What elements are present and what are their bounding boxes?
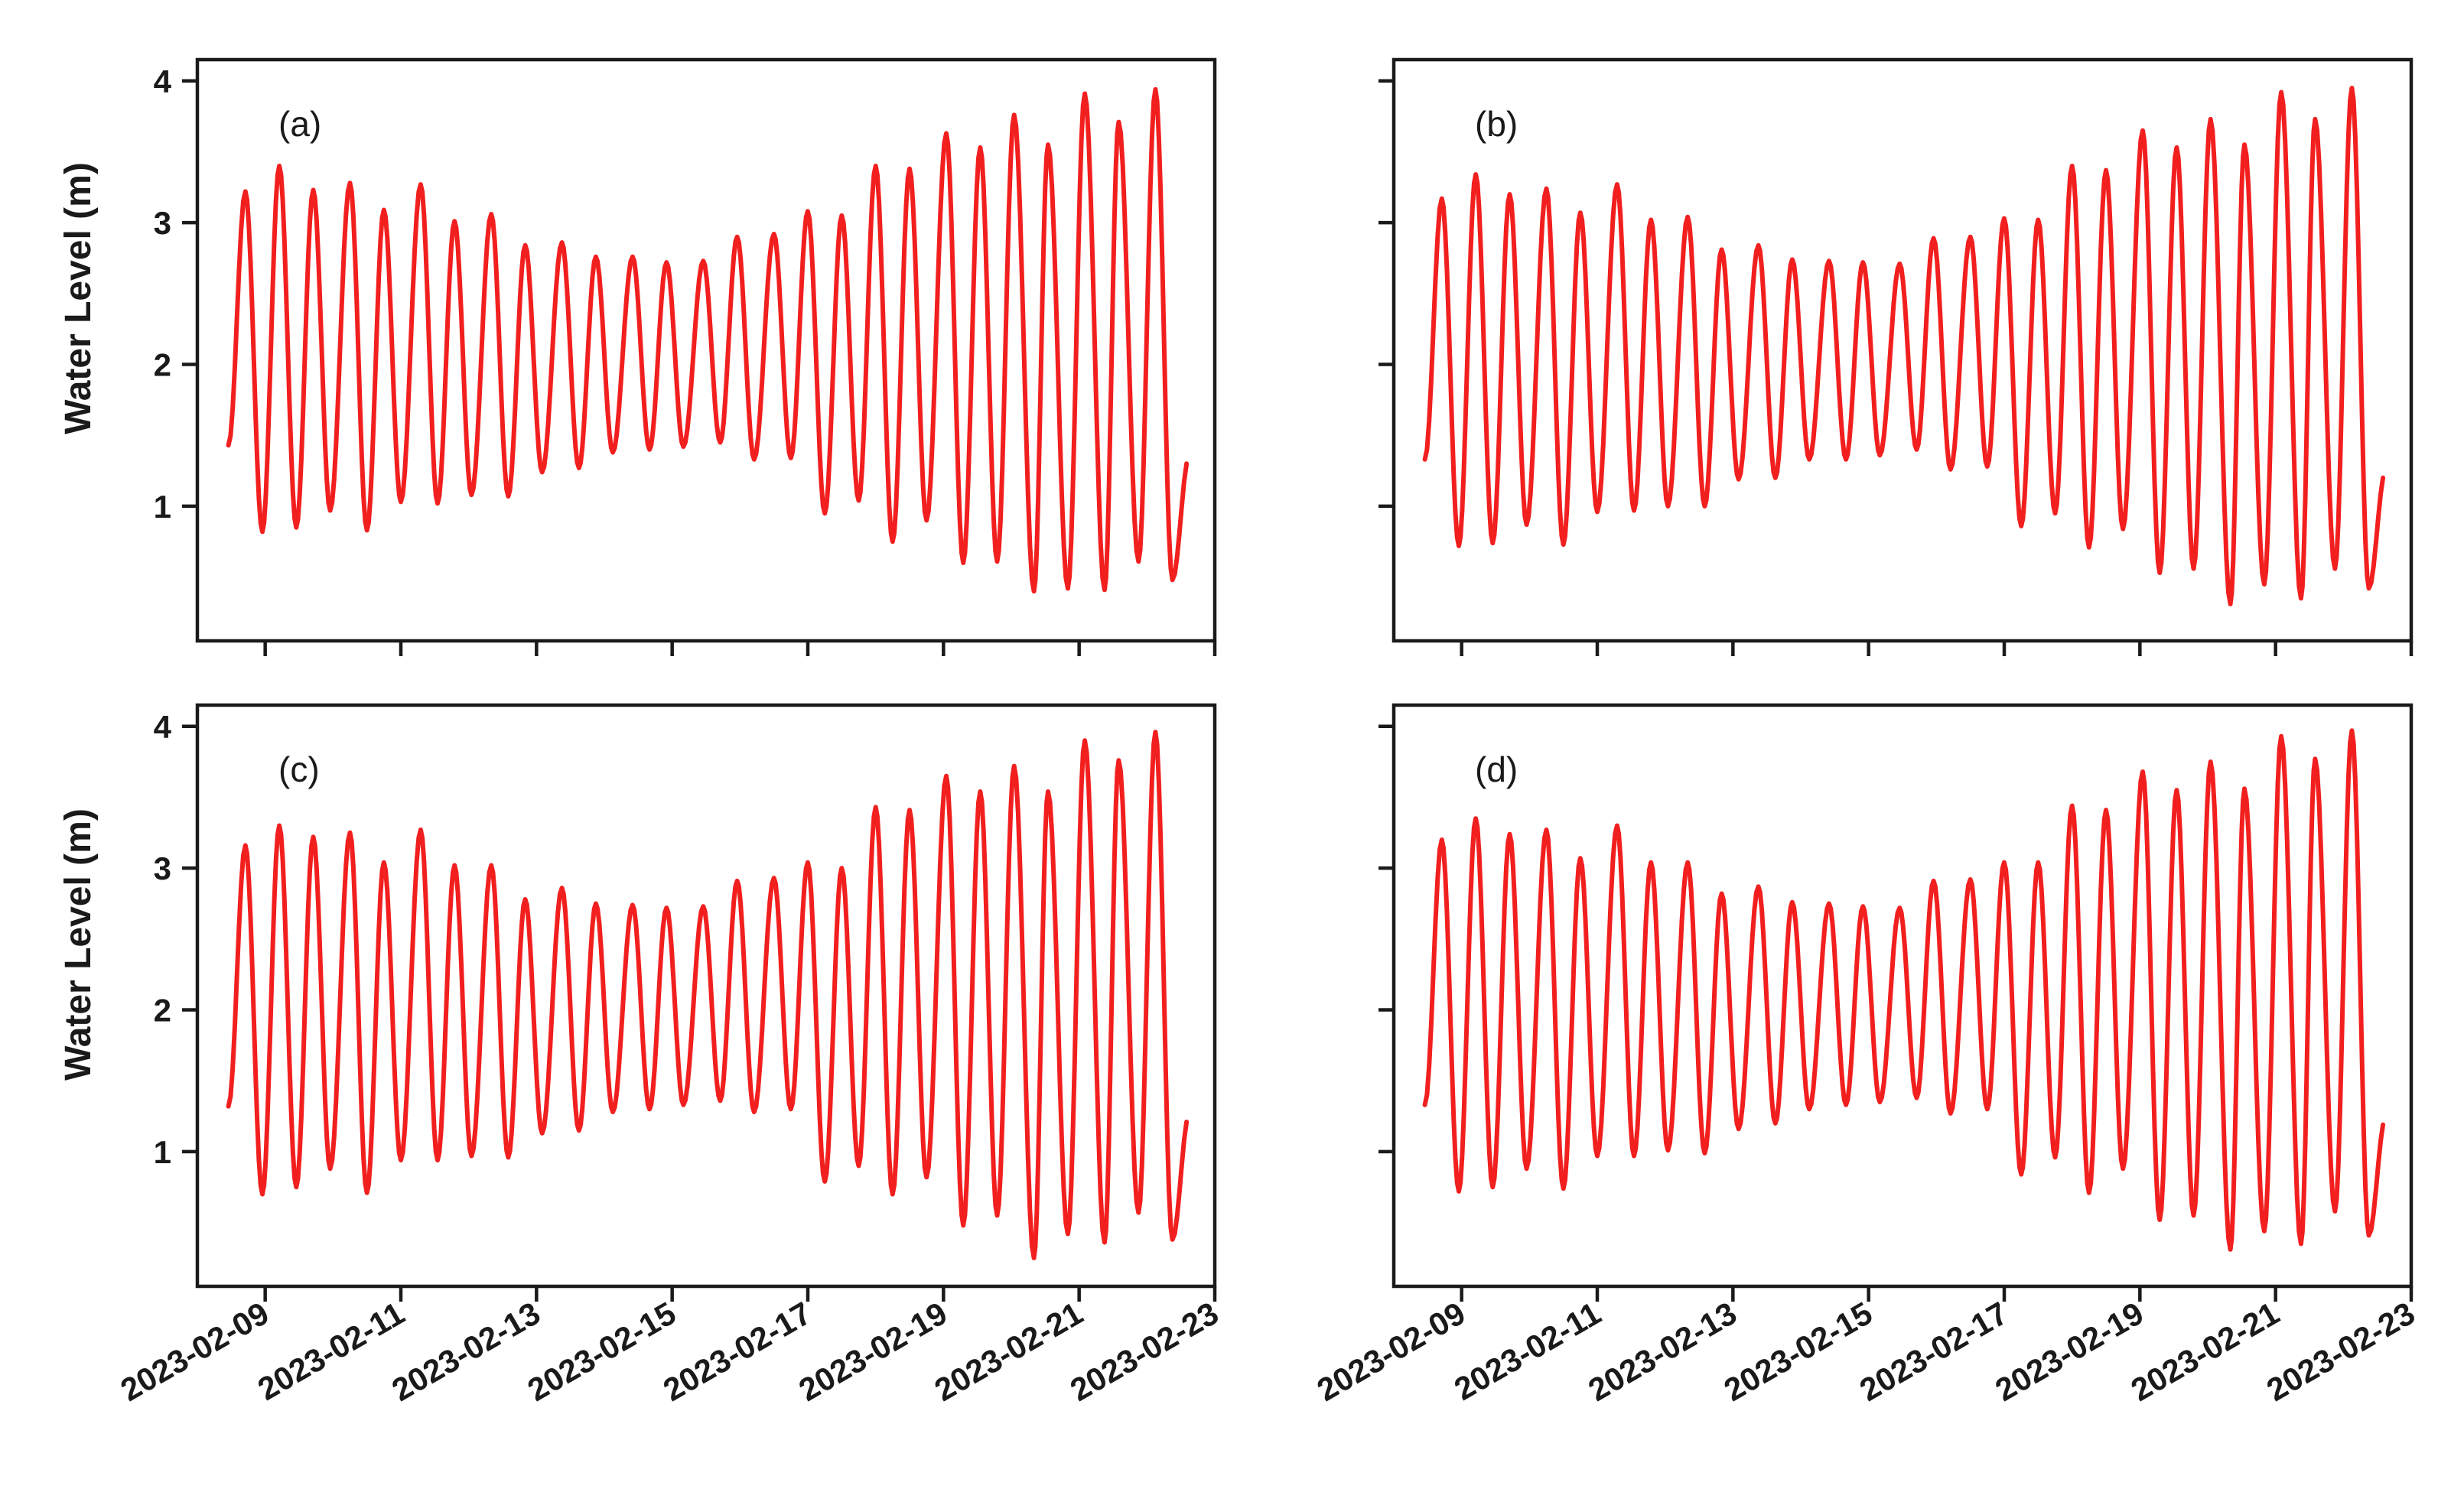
x-tick-label: 2023-02-17 [657,1295,818,1408]
plot-frame [1391,703,2414,1289]
panel-label: (d) [1475,749,1518,789]
panel-b: (b) [1378,57,2414,656]
y-tick-label: 3 [154,850,171,886]
y-tick-label: 2 [154,347,171,383]
y-tick-label: 3 [154,205,171,241]
y-tick-label: 1 [154,489,171,525]
water-level-line [226,730,1190,1260]
x-tick-label: 2023-02-23 [1064,1295,1225,1408]
panel-label: (a) [278,104,321,144]
x-tick-label: 2023-02-15 [522,1295,682,1408]
x-tick-label: 2023-02-13 [386,1295,546,1408]
plot-frame [195,703,1217,1289]
water-level-line [1422,728,2386,1252]
x-tick-label: 2023-02-09 [1311,1295,1472,1408]
x-tick-label: 2023-02-11 [1448,1295,1607,1407]
panel-label: (b) [1475,104,1518,144]
x-tick-label: 2023-02-09 [115,1295,275,1408]
plot-frame [195,57,1217,643]
water-level-line [226,86,1190,594]
panel-c: 12342023-02-092023-02-112023-02-132023-0… [115,703,1225,1408]
x-tick-label: 2023-02-19 [1989,1295,2150,1408]
x-tick-label: 2023-02-17 [1854,1295,2014,1408]
x-tick-label: 2023-02-15 [1718,1295,1879,1408]
y-tick-label: 2 [154,993,171,1029]
y-tick-label: 1 [154,1134,171,1170]
panel-a: 1 2 3 4 (a) [154,57,1217,656]
panel-d: 2023-02-092023-02-112023-02-132023-02-15… [1311,703,2421,1408]
x-tick-label: 2023-02-23 [2261,1295,2421,1408]
x-tick-label: 2023-02-11 [252,1295,411,1407]
plot-frame [1391,57,2414,643]
x-tick-label: 2023-02-19 [793,1295,953,1408]
y-tick-label: 4 [154,709,172,745]
y-tick-label: 4 [154,63,172,99]
y-axis-title-top: Water Level (m) [58,162,99,434]
x-tick-label: 2023-02-21 [929,1295,1089,1408]
panel-label: (c) [278,749,320,789]
x-tick-label: 2023-02-21 [2125,1295,2286,1408]
x-tick-label: 2023-02-13 [1582,1295,1743,1408]
y-axis-title-bottom: Water Level (m) [58,808,99,1081]
water-level-line [1422,86,2386,606]
